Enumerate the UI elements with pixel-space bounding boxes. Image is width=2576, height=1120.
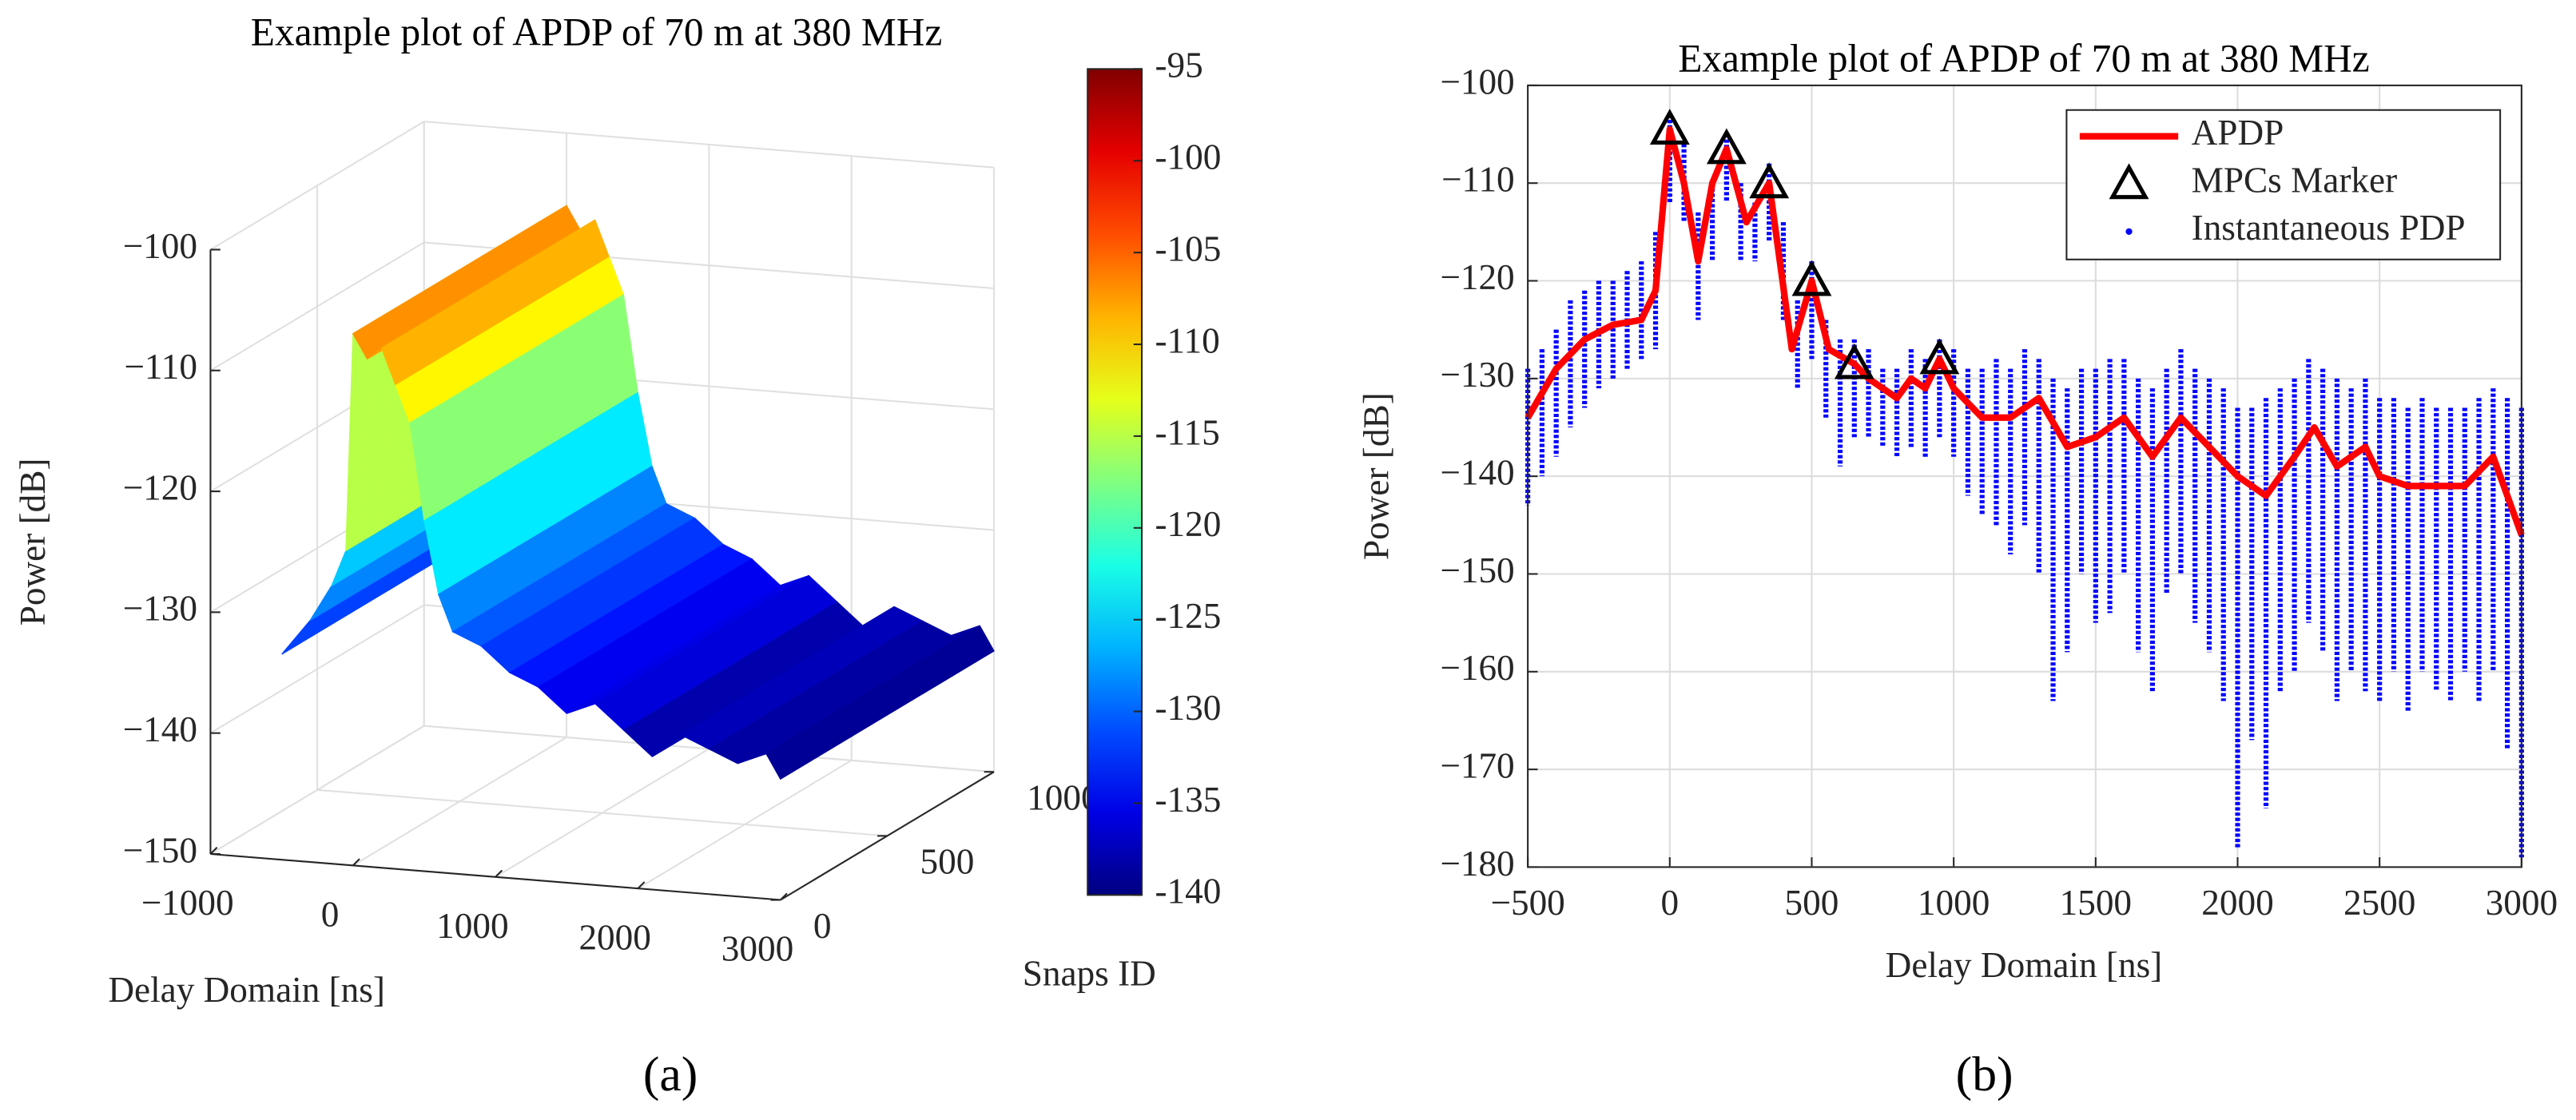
surface-patch [281,609,329,655]
x-tick-label: 2000 [578,917,650,957]
grid-line [209,725,425,855]
grid-line [209,604,425,734]
x-tick-label: −500 [1490,883,1564,923]
y-tick-label: −160 [1440,648,1514,688]
x-tick-label: 2500 [2343,883,2415,923]
colorbar-tick-label: -130 [1155,688,1221,728]
x-tick-label: 0 [321,895,340,935]
z-tick-label: −110 [124,347,197,387]
colorbar-tick-label: -135 [1155,780,1221,820]
legend-swatch [2109,163,2149,200]
grid-line [209,121,425,251]
colorbar-tick-label: -140 [1155,872,1221,911]
panel-label: (a) [643,1047,698,1102]
x-tick-label: 500 [1785,883,1839,923]
colorbar-tick-label: -110 [1155,320,1219,360]
colorbar [1087,68,1143,896]
chart-title: Example plot of APDP of 70 m at 380 MHz [251,10,942,54]
mpc-marker [1791,260,1832,296]
colorbar-tick-label: -105 [1155,228,1221,268]
x-tick [637,881,646,889]
grid-line [209,241,425,371]
y-tick-label: −170 [1440,745,1514,785]
y-tick-label: −120 [1440,257,1514,297]
legend-swatch [2125,228,2133,235]
x-tick [495,869,503,878]
x-tick-label: 3000 [722,929,793,969]
legend-label: APDP [2192,113,2284,153]
mpc-marker [1649,109,1690,145]
surface-patch [765,742,799,780]
y-axis-label: Snaps ID [1023,954,1156,994]
y-tick-label: −180 [1440,844,1514,884]
mpc-marker [1749,162,1790,199]
x-tick-label: 1000 [1918,883,1990,923]
x-tick-label: 1000 [436,906,508,946]
x-axis-label: Delay Domain [ns] [108,970,385,1010]
x-tick-label: 2000 [2201,883,2273,923]
y-tick-label: −130 [1440,355,1514,395]
z-tick-label: −100 [123,226,197,266]
grid-line [423,121,995,169]
colorbar-tick-label: -125 [1155,596,1221,636]
x-tick-label: 0 [1661,883,1680,923]
y-tick-label: −150 [1440,550,1514,590]
z-tick-label: −120 [123,467,197,507]
z-tick-label: −140 [123,709,197,749]
chart-title: Example plot of APDP of 70 m at 380 MHz [1678,36,2369,80]
panel-label: (b) [1956,1047,2013,1102]
x-tick [780,892,788,901]
x-tick-label: −1000 [141,883,234,923]
x-tick-label: 3000 [2486,883,2558,923]
mpc-marker [1834,343,1874,379]
y-axis-label: Power [dB] [1356,392,1396,560]
legend-label: MPCs Marker [2192,161,2398,201]
z-tick-label: −150 [123,830,197,870]
x-tick [209,847,218,855]
y-tick-label: 0 [813,906,832,946]
x-tick-label: 1500 [2060,883,2132,923]
colorbar-tick-label: -100 [1155,137,1221,177]
y-tick-label: −100 [1440,62,1514,101]
plot-frame [1527,84,2522,868]
grid-line [316,788,888,837]
colorbar-tick-label: -120 [1155,504,1221,544]
z-axis-label: Power [dB] [13,459,53,626]
mpc-marker [1706,128,1747,165]
colorbar-tick-label: -115 [1155,412,1219,452]
y-tick-label: −140 [1440,453,1514,493]
x-tick [352,858,360,867]
y-tick-label: 500 [920,842,975,882]
legend-label: Instantaneous PDP [2192,208,2466,248]
z-tick-label: −130 [123,589,197,629]
mpc-marker [1919,338,1960,375]
y-tick-label: −110 [1441,160,1515,200]
colorbar-tick-label: -95 [1155,46,1203,85]
x-axis-label: Delay Domain [ns] [1886,945,2163,985]
